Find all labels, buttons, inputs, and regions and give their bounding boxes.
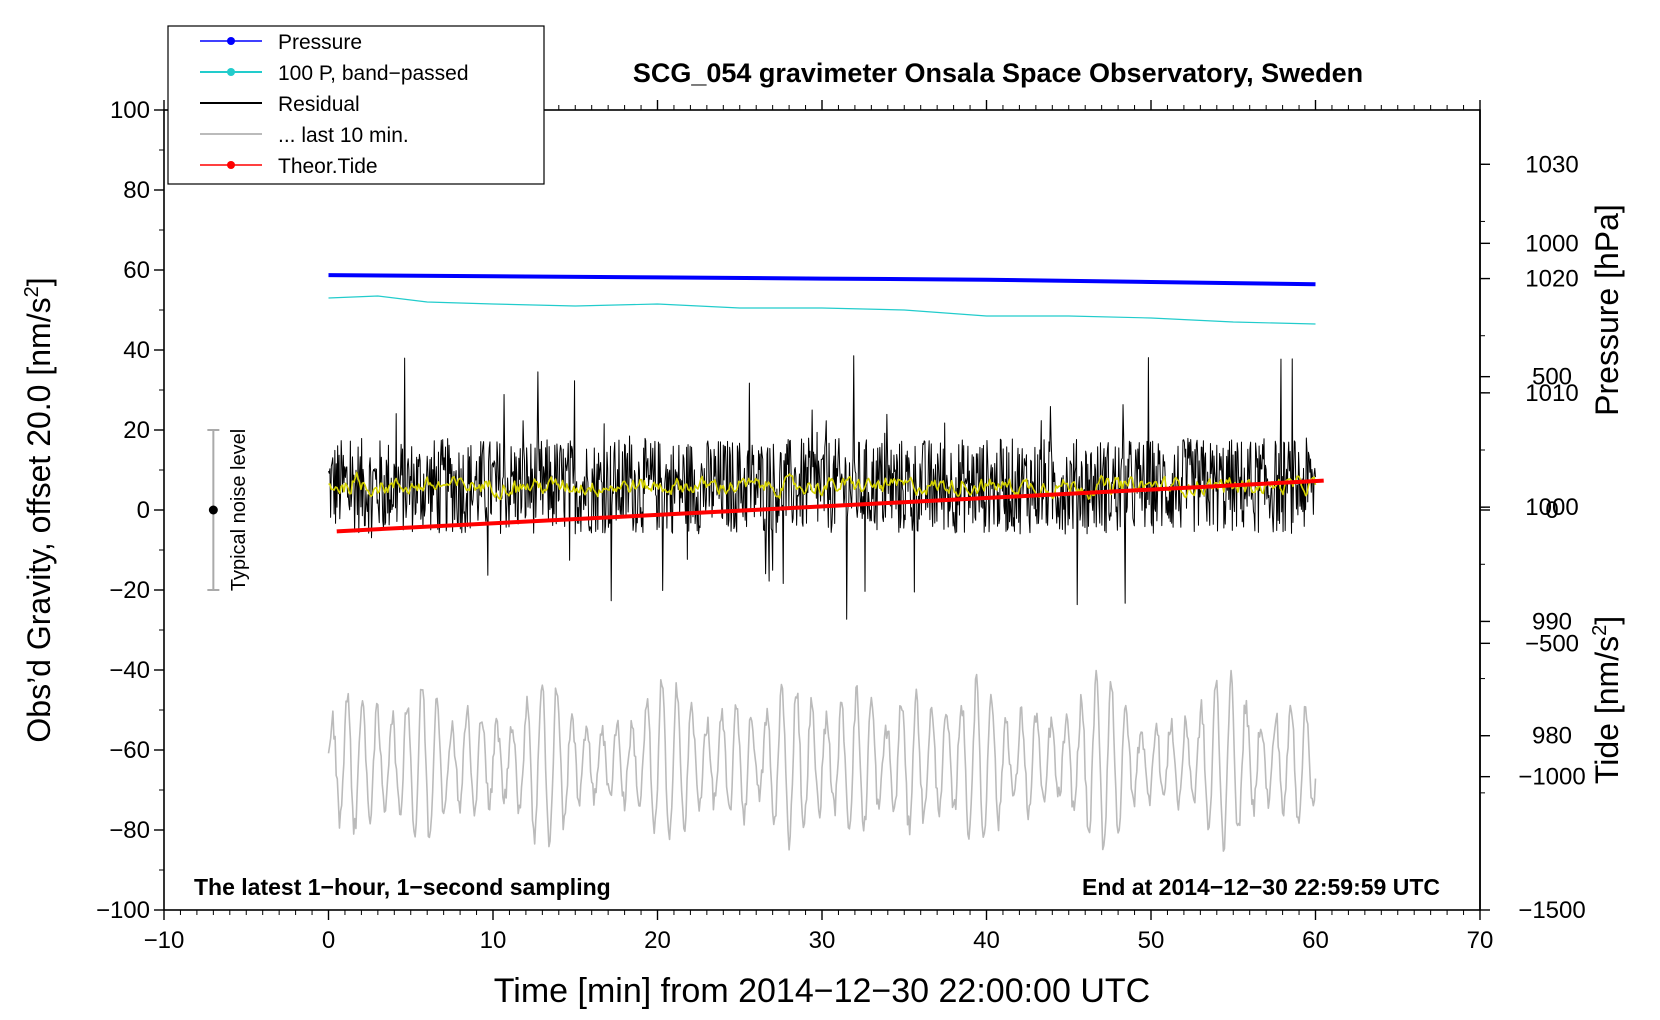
y-tick-label: 60 bbox=[123, 257, 150, 284]
y-axis-label-left: Obs’d Gravity, offset 20.0 [nm/s2] bbox=[21, 277, 57, 742]
series-residual bbox=[328, 355, 1316, 620]
x-axis-label: Time [min] from 2014−12−30 22:00:00 UTC bbox=[494, 972, 1150, 1010]
y-tick-label: −80 bbox=[109, 817, 150, 844]
tide-tick-label: 500 bbox=[1532, 364, 1572, 391]
x-tick-label: −10 bbox=[144, 927, 185, 954]
x-tick-label: 70 bbox=[1467, 927, 1494, 954]
pressure-tick-label: 980 bbox=[1532, 723, 1572, 750]
y-axis-label-left-sup: 2 bbox=[21, 286, 43, 297]
legend-marker bbox=[227, 68, 235, 76]
data-layer bbox=[327, 273, 1324, 852]
series-pressure bbox=[328, 273, 1316, 287]
legend-marker bbox=[227, 37, 235, 45]
legend-label: Pressure bbox=[278, 31, 362, 54]
legend: Pressure 100 P, band−passed Residual ... la… bbox=[167, 25, 545, 185]
pressure-tick-label: 1010 bbox=[1525, 380, 1578, 407]
noise-bar bbox=[207, 429, 220, 591]
y-tick-label: 80 bbox=[123, 177, 150, 204]
series--last-10-min- bbox=[327, 669, 1317, 852]
pressure-tick-label: 1020 bbox=[1525, 266, 1578, 293]
legend-box bbox=[167, 25, 545, 185]
noise-bar-center-dot bbox=[208, 505, 218, 515]
series-smoothed-residual bbox=[328, 471, 1317, 501]
y-tick-label: 40 bbox=[123, 337, 150, 364]
y-tick-label: −40 bbox=[109, 657, 150, 684]
annotation-sampling: The latest 1−hour, 1−second sampling bbox=[194, 874, 611, 900]
annotation-end-time: End at 2014−12−30 22:59:59 UTC bbox=[1082, 874, 1440, 900]
chart-title: SCG_054 gravimeter Onsala Space Observat… bbox=[633, 58, 1363, 88]
x-tick-label: 0 bbox=[322, 927, 335, 954]
tide-tick-label: −500 bbox=[1525, 630, 1579, 657]
legend-label: 100 P, band−passed bbox=[278, 62, 469, 85]
tide-tick-label: −1000 bbox=[1518, 764, 1585, 791]
x-tick-label: 60 bbox=[1302, 927, 1329, 954]
legend-label: Theor.Tide bbox=[278, 155, 378, 178]
y-axis-label-left-end: ] bbox=[21, 277, 57, 286]
x-tick-label: 50 bbox=[1138, 927, 1165, 954]
legend-label: ... last 10 min. bbox=[278, 124, 409, 147]
y-axis-label-tide-sup: 2 bbox=[1589, 625, 1611, 636]
legend-label: Residual bbox=[278, 93, 360, 116]
y-tick-label: 20 bbox=[123, 417, 150, 444]
x-tick-label: 20 bbox=[644, 927, 671, 954]
y-axis-label-tide-main: Tide [nm/s bbox=[1589, 636, 1625, 784]
series-100-p-band-passed bbox=[328, 295, 1316, 325]
y-axis-label-pressure: Pressure [hPa] bbox=[1589, 204, 1625, 416]
y-tick-label: 100 bbox=[110, 97, 150, 124]
pressure-tick-label: 1000 bbox=[1525, 494, 1578, 521]
noise-level-label: Typical noise level bbox=[228, 429, 250, 591]
tide-tick-label: 0 bbox=[1545, 497, 1558, 524]
y-axis-label-tide: Tide [nm/s2] bbox=[1589, 616, 1625, 784]
pressure-tick-label: 1030 bbox=[1525, 151, 1578, 178]
pressure-tick-label: 990 bbox=[1532, 608, 1572, 635]
x-tick-label: 30 bbox=[809, 927, 836, 954]
y-tick-label: −100 bbox=[96, 897, 150, 924]
legend-marker bbox=[227, 161, 235, 169]
y-tick-label: 0 bbox=[137, 497, 150, 524]
series-theor-tide bbox=[336, 478, 1324, 534]
x-tick-label: 40 bbox=[973, 927, 1000, 954]
tide-tick-label: 1000 bbox=[1525, 230, 1578, 257]
y-tick-label: −20 bbox=[109, 577, 150, 604]
y-axis-label-left-main: Obs’d Gravity, offset 20.0 [nm/s bbox=[21, 297, 57, 742]
y-axis-label-tide-end: ] bbox=[1589, 616, 1625, 625]
tick-layer: −10 0 10 20 30 40 50 60 70−100−80−60−40−20020406… bbox=[96, 97, 1586, 954]
tide-tick-label: −1500 bbox=[1518, 897, 1585, 924]
x-tick-label: 10 bbox=[480, 927, 507, 954]
y-tick-label: −60 bbox=[109, 737, 150, 764]
